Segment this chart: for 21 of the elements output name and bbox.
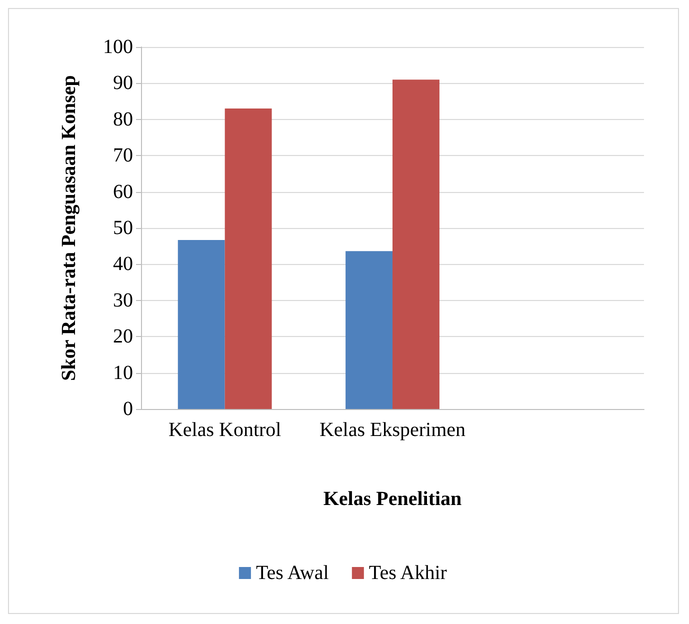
y-tick-label: 60 xyxy=(113,180,133,203)
x-axis-title: Kelas Penelitian xyxy=(323,488,462,510)
bar xyxy=(392,80,440,409)
y-tick-label: 90 xyxy=(113,72,133,94)
x-tick-label: Kelas Eksperimen xyxy=(319,419,466,441)
legend-label: Tes Akhir xyxy=(368,562,448,584)
y-tick-label: 40 xyxy=(113,253,133,276)
y-tick-label: 0 xyxy=(123,398,133,420)
y-tick-label: 10 xyxy=(113,362,133,384)
bar xyxy=(178,240,225,409)
x-tick-label: Kelas Kontrol xyxy=(168,419,282,441)
y-tick-label: 80 xyxy=(113,108,133,130)
y-tick-label: 70 xyxy=(113,144,133,167)
bar xyxy=(346,251,392,409)
y-tick-label: 100 xyxy=(103,36,133,58)
y-tick-label: 50 xyxy=(113,217,133,239)
y-axis-title: Skor Rata-rata Penguasaan Konsep xyxy=(58,75,80,381)
legend-label: Tes Awal xyxy=(256,562,330,584)
bar xyxy=(224,108,272,409)
y-tick-label: 20 xyxy=(113,326,133,348)
y-tick-label: 30 xyxy=(113,289,133,312)
